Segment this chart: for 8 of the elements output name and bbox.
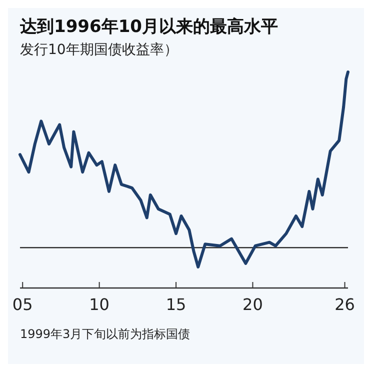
- x-tick-label: 15: [166, 295, 186, 314]
- text: 1999年3月下旬以前为指标国债: [20, 327, 190, 341]
- chart-title: 达到1996年10月以来的最高水平: [19, 17, 278, 37]
- x-tick-label: 20: [242, 295, 263, 314]
- x-tick-label: 10: [89, 295, 110, 314]
- x-tick-label: 05: [12, 295, 33, 314]
- chart-subtitle: 发行10年期国债收益率）: [20, 42, 178, 58]
- x-tick-label: 26: [334, 295, 355, 314]
